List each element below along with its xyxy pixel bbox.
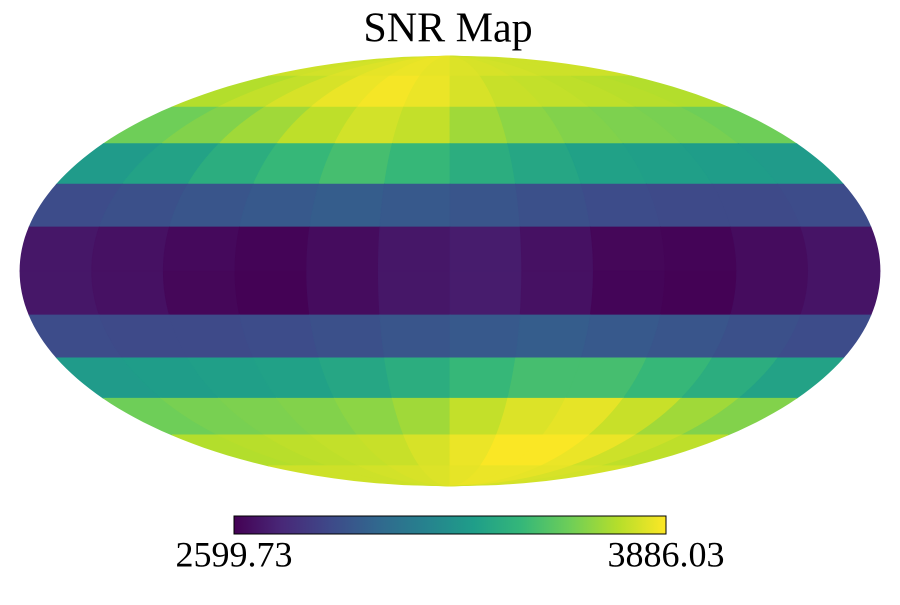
map-cell bbox=[306, 270, 381, 316]
map-cell bbox=[449, 226, 523, 272]
map-cell bbox=[383, 357, 451, 399]
map-cell bbox=[383, 143, 451, 185]
map-cell bbox=[234, 270, 311, 316]
colorbar: 2599.73 3886.03 bbox=[176, 515, 725, 574]
map-cell bbox=[19, 226, 100, 272]
map-cell bbox=[449, 357, 517, 399]
map-cell bbox=[239, 314, 320, 359]
map-cell bbox=[309, 314, 385, 359]
map-cell bbox=[449, 143, 517, 185]
map-cell bbox=[309, 183, 385, 228]
map-cell bbox=[377, 270, 451, 316]
map-cell bbox=[515, 314, 591, 359]
map-cell bbox=[377, 226, 451, 272]
map-cell bbox=[449, 183, 521, 228]
map-cell bbox=[800, 226, 881, 272]
map-cell bbox=[659, 270, 738, 316]
map-cell bbox=[449, 314, 521, 359]
map bbox=[19, 55, 881, 487]
map-cell bbox=[379, 314, 451, 359]
chart-title: SNR Map bbox=[363, 6, 532, 52]
map-cell bbox=[589, 226, 666, 272]
map-cell bbox=[306, 226, 381, 272]
colorbar-gradient bbox=[233, 515, 667, 535]
map-cell bbox=[589, 270, 666, 316]
map-cell bbox=[449, 270, 523, 316]
colorbar-max-label: 3886.03 bbox=[608, 534, 725, 574]
map-cell bbox=[162, 226, 241, 272]
map-cell bbox=[19, 270, 100, 316]
map-cell bbox=[379, 183, 451, 228]
map-cell bbox=[162, 270, 241, 316]
map-cell bbox=[515, 183, 591, 228]
map-cell bbox=[580, 314, 661, 359]
map-cell bbox=[730, 226, 809, 272]
map-cell bbox=[519, 270, 594, 316]
map-cell bbox=[234, 226, 311, 272]
map-cell bbox=[519, 226, 594, 272]
map-cell bbox=[659, 226, 738, 272]
map-cell bbox=[580, 183, 661, 228]
map-cell bbox=[91, 226, 170, 272]
map-cell bbox=[91, 270, 170, 316]
map-cell bbox=[449, 465, 633, 487]
map-cell bbox=[800, 270, 881, 316]
map-cell bbox=[239, 183, 320, 228]
map-cell bbox=[730, 270, 809, 316]
colorbar-min-label: 2599.73 bbox=[176, 534, 293, 574]
